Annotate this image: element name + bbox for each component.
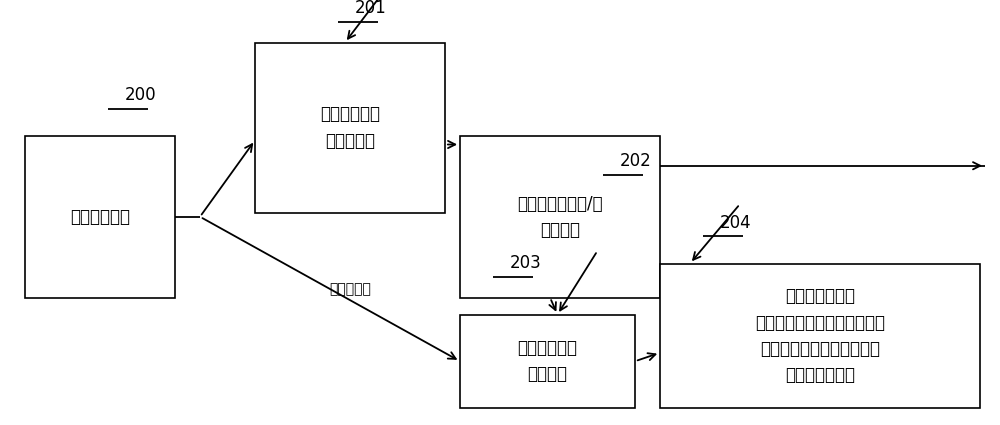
Text: 单频激光光源: 单频激光光源 [70,208,130,226]
Bar [460,314,635,408]
Text: 202: 202 [620,152,652,170]
Text: 单频本振光: 单频本振光 [329,282,371,296]
Text: 相干产生多个
中频信号: 相干产生多个 中频信号 [518,339,578,383]
Bar [255,42,445,212]
Text: 201: 201 [355,0,387,17]
Bar [25,136,175,298]
Text: 中频信号放大；
滤出时分复用的各中频信号；
处理各个中频信号并合成；
显示探测曲线；: 中频信号放大； 滤出时分复用的各中频信号； 处理各个中频信号并合成； 显示探测曲… [755,287,885,384]
Text: 多频背向散射和/或
反射信号: 多频背向散射和/或 反射信号 [517,195,603,239]
Text: 200: 200 [125,86,157,104]
Bar [660,264,980,408]
Text: 204: 204 [720,214,752,232]
Bar [460,136,660,298]
Text: 203: 203 [510,254,542,272]
Text: 时分复用多频
探测光脉冲: 时分复用多频 探测光脉冲 [320,105,380,150]
